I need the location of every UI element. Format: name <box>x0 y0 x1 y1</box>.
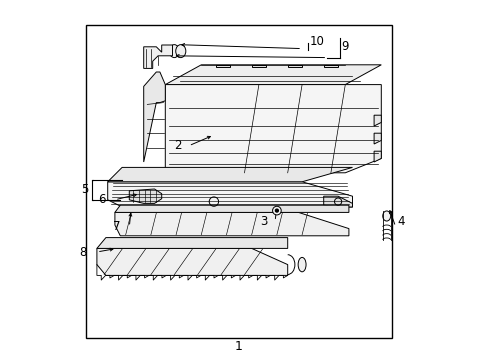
Polygon shape <box>251 65 265 67</box>
Circle shape <box>272 206 281 215</box>
Polygon shape <box>143 45 172 68</box>
Circle shape <box>275 209 278 212</box>
Text: 6: 6 <box>99 193 106 206</box>
Polygon shape <box>323 196 352 207</box>
Polygon shape <box>107 182 352 207</box>
Text: 2: 2 <box>174 139 181 152</box>
Ellipse shape <box>169 45 179 58</box>
Ellipse shape <box>175 45 185 58</box>
Polygon shape <box>115 212 348 236</box>
Polygon shape <box>107 167 352 182</box>
Polygon shape <box>373 151 381 162</box>
Polygon shape <box>115 205 348 212</box>
Text: 1: 1 <box>235 340 243 353</box>
Text: 4: 4 <box>397 215 404 228</box>
Polygon shape <box>373 133 381 144</box>
Text: 5: 5 <box>81 183 88 195</box>
Polygon shape <box>287 65 302 67</box>
Text: 9: 9 <box>341 40 348 53</box>
Polygon shape <box>373 115 381 126</box>
Polygon shape <box>165 85 381 173</box>
Text: 8: 8 <box>79 246 86 258</box>
Text: 7: 7 <box>113 220 120 233</box>
Ellipse shape <box>298 257 305 272</box>
Polygon shape <box>215 65 230 67</box>
Polygon shape <box>323 65 337 67</box>
Polygon shape <box>97 238 287 248</box>
Polygon shape <box>165 65 381 85</box>
Text: 10: 10 <box>309 35 324 48</box>
Bar <box>86 25 391 338</box>
Ellipse shape <box>382 211 390 221</box>
Text: 3: 3 <box>260 215 267 228</box>
Polygon shape <box>129 189 162 203</box>
Polygon shape <box>143 72 165 162</box>
Polygon shape <box>97 248 287 275</box>
